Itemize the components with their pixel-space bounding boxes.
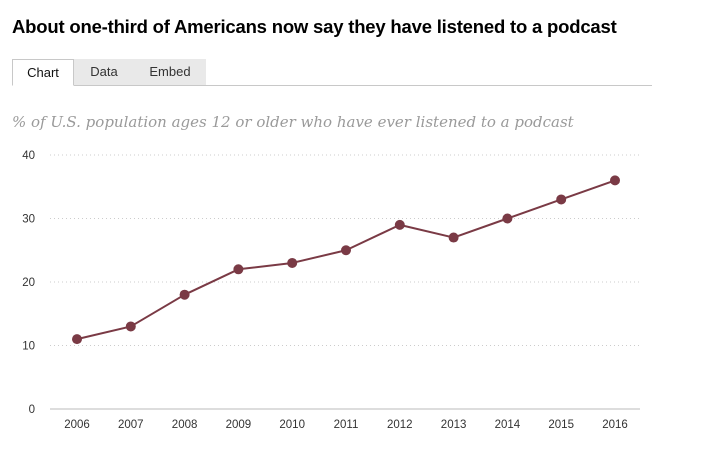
tab-embed[interactable]: Embed [134,59,206,85]
y-tick-label: 10 [22,341,35,353]
y-tick-label: 30 [22,214,35,226]
data-point [72,334,82,345]
x-tick-label: 2016 [602,419,628,431]
x-tick-label: 2006 [64,419,90,431]
x-tick-label: 2007 [118,419,144,431]
data-point [448,232,459,243]
data-point [394,219,405,230]
data-point [233,264,244,275]
chart-title: About one-third of Americans now say the… [12,16,617,37]
x-tick-label: 2012 [387,419,413,431]
series-line [76,179,616,341]
x-tick-label: 2013 [441,419,467,431]
data-point [287,257,298,268]
tab-chart[interactable]: Chart [12,59,74,86]
x-tick-label: 2011 [334,419,359,431]
x-tick-label: 2014 [495,419,521,431]
chart-subtitle: % of U.S. population ages 12 or older wh… [12,113,574,131]
data-point [610,175,620,186]
x-tick-label: 2009 [226,419,252,431]
y-tick-label: 40 [22,150,35,162]
data-point [502,213,513,224]
x-tick-label: 2015 [548,419,574,431]
x-tick-label: 2010 [279,419,305,431]
y-tick-label: 0 [29,404,35,416]
data-point [125,321,136,332]
data-point [179,289,190,300]
tab-data[interactable]: Data [74,59,134,85]
data-point [556,194,567,205]
x-tick-label: 2008 [172,419,198,431]
tab-bar: Chart Data Embed [12,59,652,86]
data-point [341,245,351,256]
y-tick-label: 20 [22,277,35,289]
